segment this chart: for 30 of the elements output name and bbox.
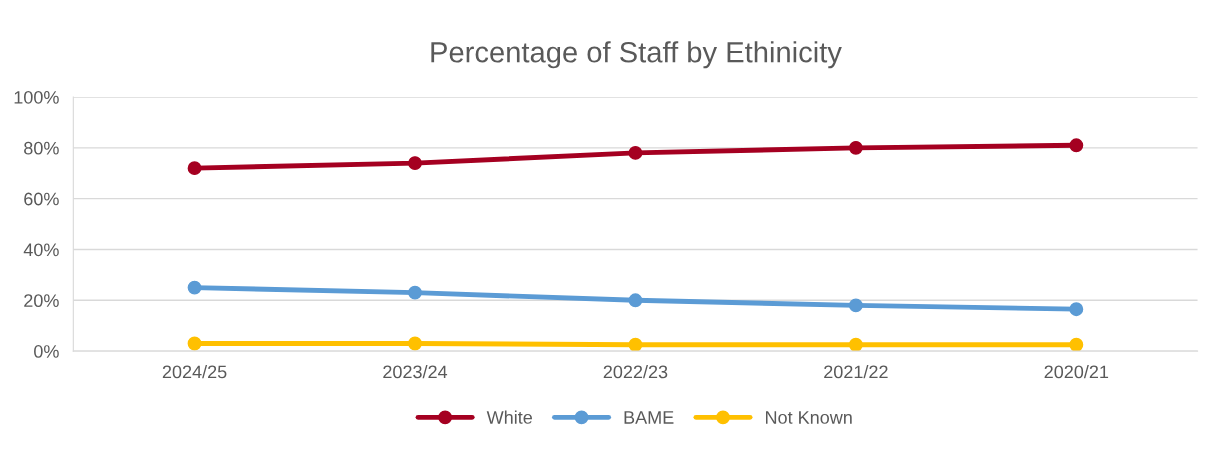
point [628, 145, 643, 160]
y-tick-label: 60% [24, 192, 59, 206]
chart-title: Percentage of Staff by Ethinicity [431, 41, 842, 69]
legend-label: Not Known [766, 411, 852, 424]
point [1069, 138, 1084, 153]
y-tick-label: 0% [34, 345, 59, 358]
x-tick-label: 2021/22 [824, 365, 888, 379]
x-tick-label: 2020/21 [1044, 365, 1109, 379]
legend-label: White [486, 410, 532, 424]
point [848, 337, 863, 352]
y-tick-label: 40% [23, 243, 59, 257]
y-tick-label: 100% [14, 90, 59, 104]
y-tick-label: 80% [24, 141, 59, 155]
legend-label: BAME [624, 411, 674, 424]
point [848, 140, 863, 155]
x-tick-label: 2022/23 [603, 365, 668, 379]
point [408, 285, 422, 300]
point [628, 293, 643, 308]
x-tick-label: 2024/25 [162, 365, 227, 379]
point [1069, 337, 1084, 352]
point [408, 156, 422, 171]
point [1069, 302, 1084, 317]
y-tick-label: 20% [24, 294, 59, 308]
point [628, 337, 643, 352]
point [408, 336, 422, 351]
point [187, 280, 202, 295]
point [848, 298, 863, 313]
point [187, 161, 202, 176]
point [187, 336, 202, 351]
x-tick-label: 2023/24 [383, 365, 448, 379]
